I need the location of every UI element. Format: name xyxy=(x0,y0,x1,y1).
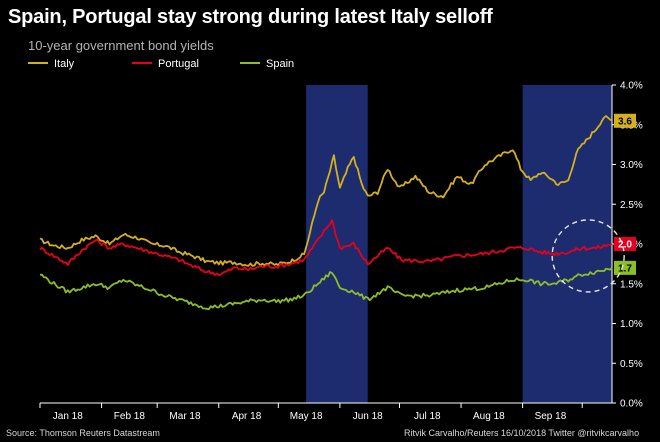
legend-swatch-italy xyxy=(28,62,48,65)
legend-label-italy: Italy xyxy=(54,58,75,70)
credit-note: Ritvik Carvalho/Reuters 16/10/2018 Twitt… xyxy=(404,428,640,438)
legend-label-spain: Spain xyxy=(266,58,295,70)
end-label-text: 1.7 xyxy=(618,263,632,274)
chart-subtitle: 10-year government bond yields xyxy=(28,38,214,53)
end-label-box xyxy=(614,113,636,128)
end-label-italy: 3.6 xyxy=(614,113,636,128)
y-tick-label: 0.0% xyxy=(620,399,643,410)
legend-swatch-spain xyxy=(240,62,260,65)
x-tick-label: May 18 xyxy=(290,411,323,422)
x-tick-label: Sep 18 xyxy=(535,411,567,422)
legend: Italy Portugal Spain xyxy=(0,58,660,76)
x-tick-label: Mar 18 xyxy=(169,411,201,422)
legend-label-portugal: Portugal xyxy=(158,58,199,70)
end-label-text: 2.0 xyxy=(618,240,632,251)
end-label-box xyxy=(614,237,636,251)
y-tick-label: 2.5% xyxy=(620,200,643,211)
legend-item-portugal: Portugal xyxy=(132,58,199,70)
end-label-spain: 1.7 xyxy=(614,260,636,275)
legend-item-spain: Spain xyxy=(240,58,294,70)
x-tick-label: Jun 18 xyxy=(353,411,383,422)
end-label-portugal: 2.0 xyxy=(614,237,636,251)
y-tick-label: 3.0% xyxy=(620,160,643,171)
series-line-portugal xyxy=(39,219,613,277)
x-tick-label: Jul 18 xyxy=(414,411,441,422)
shaded-period-2 xyxy=(522,85,612,403)
y-tick-label: 4.0% xyxy=(620,81,643,92)
x-tick-label: Feb 18 xyxy=(114,411,146,422)
y-tick-label: 0.5% xyxy=(620,359,643,370)
legend-swatch-portugal xyxy=(132,62,152,65)
highlight-circle xyxy=(551,219,625,293)
x-tick-label: Jan 18 xyxy=(53,411,83,422)
y-tick-label: 1.5% xyxy=(620,279,643,290)
series-line-spain xyxy=(39,267,613,311)
series-line-italy xyxy=(39,115,613,267)
shaded-period-1 xyxy=(306,85,368,403)
y-tick-label: 1.0% xyxy=(620,319,643,330)
legend-item-italy: Italy xyxy=(28,58,74,70)
end-label-box xyxy=(614,260,636,275)
source-note: Source: Thomson Reuters Datastream xyxy=(6,428,160,438)
chart-title: Spain, Portugal stay strong during lates… xyxy=(8,6,493,28)
x-tick-label: Aug 18 xyxy=(473,411,505,422)
end-label-text: 3.6 xyxy=(618,116,632,127)
x-tick-label: Apr 18 xyxy=(232,411,262,422)
